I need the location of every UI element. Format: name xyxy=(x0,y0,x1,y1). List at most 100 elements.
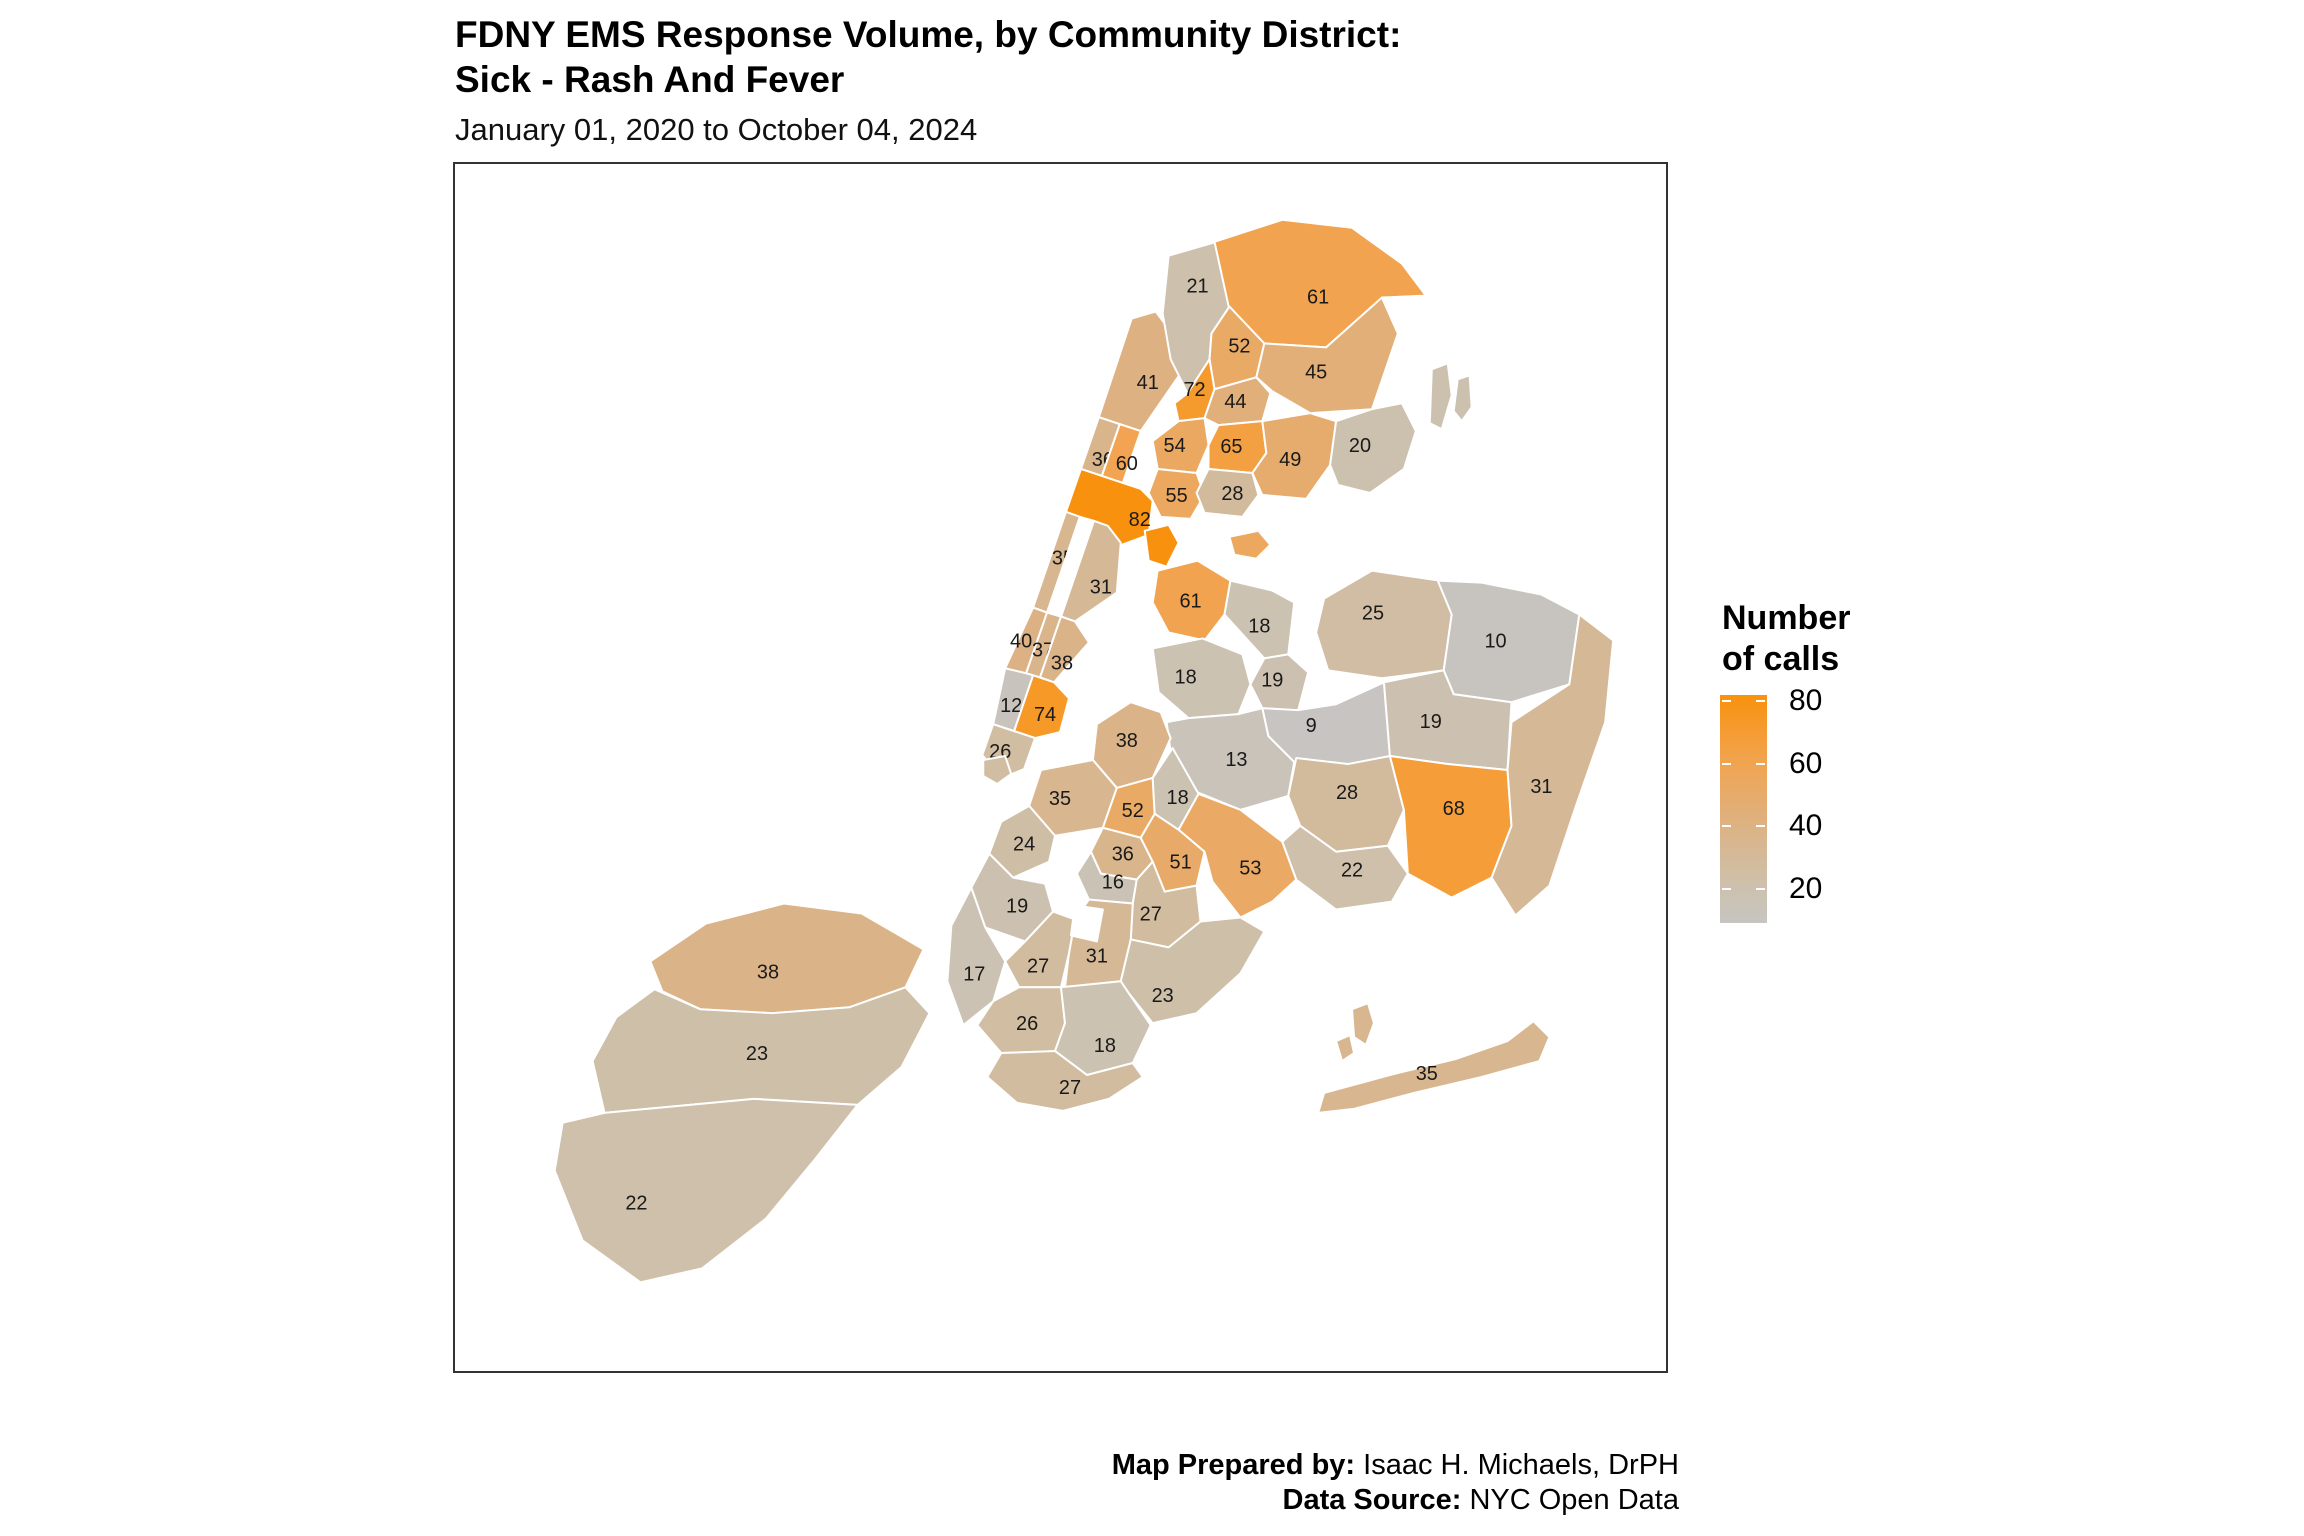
legend-tick-label: 60 xyxy=(1789,746,1823,780)
governors-island xyxy=(982,755,1013,785)
district-value-label: 27 xyxy=(1140,903,1162,925)
legend-tick-label: 40 xyxy=(1789,809,1823,843)
legend-tick-label: 20 xyxy=(1789,871,1823,905)
district-value-label: 20 xyxy=(1349,435,1371,457)
district-queens-35 xyxy=(1317,1020,1551,1114)
district-value-label: 28 xyxy=(1336,782,1358,804)
district-staten-island-22 xyxy=(553,1097,859,1284)
district-value-label: 24 xyxy=(1013,834,1035,856)
footer-source-label: Data Source: xyxy=(1282,1484,1462,1516)
district-value-label: 44 xyxy=(1224,391,1246,413)
district-value-label: 26 xyxy=(1016,1013,1038,1035)
legend-gradient-bar xyxy=(1720,695,1767,923)
district-value-label: 17 xyxy=(963,963,985,985)
district-queens-18 xyxy=(1151,637,1252,720)
district-value-label: 49 xyxy=(1279,449,1301,471)
district-value-label: 72 xyxy=(1183,379,1205,401)
chart-title-line1: FDNY EMS Response Volume, by Community D… xyxy=(455,14,1402,55)
district-value-label: 12 xyxy=(1000,695,1022,717)
chart-subtitle: January 01, 2020 to October 04, 2024 xyxy=(455,112,978,147)
district-value-label: 82 xyxy=(1129,509,1151,531)
district-value-label: 22 xyxy=(625,1193,647,1215)
district-staten-island-23 xyxy=(591,986,931,1114)
district-value-label: 27 xyxy=(1027,955,1049,977)
legend-tick-mark xyxy=(1722,762,1731,765)
district-value-label: 19 xyxy=(1261,669,1283,691)
district-value-label: 27 xyxy=(1059,1077,1081,1099)
legend-tick-mark xyxy=(1722,887,1731,890)
district-value-label: 19 xyxy=(1420,711,1442,733)
district-brooklyn-17 xyxy=(946,886,1007,1027)
district-value-label: 31 xyxy=(1090,577,1112,599)
footer-prepared-label: Map Prepared by: xyxy=(1111,1449,1356,1481)
footer-source-value: NYC Open Data xyxy=(1469,1484,1679,1516)
chart-title-line2: Sick - Rash And Fever xyxy=(455,59,845,100)
legend-tick-mark xyxy=(1756,700,1765,703)
district-value-label: 25 xyxy=(1362,602,1384,624)
district-bronx-55 xyxy=(1147,467,1206,520)
footer-prepared-line: Map Prepared by: Isaac H. Michaels, DrPH xyxy=(1000,1448,1679,1483)
district-value-label: 23 xyxy=(1152,985,1174,1007)
district-value-label: 74 xyxy=(1034,704,1056,726)
district-value-label: 54 xyxy=(1164,435,1186,457)
footer-source-line: Data Source: NYC Open Data xyxy=(1000,1483,1680,1518)
legend-title: Number of calls xyxy=(1722,598,1850,680)
district-value-label: 31 xyxy=(1086,945,1108,967)
district-bronx-49 xyxy=(1251,412,1338,500)
prospect-park xyxy=(1069,904,1104,943)
district-bronx-28 xyxy=(1195,467,1260,518)
hart-island xyxy=(1452,374,1473,423)
district-value-label: 41 xyxy=(1137,372,1159,394)
district-bronx-20 xyxy=(1329,402,1417,494)
district-value-label: 55 xyxy=(1166,485,1188,507)
district-value-label: 18 xyxy=(1094,1035,1116,1057)
footer-credits: Map Prepared by: Isaac H. Michaels, DrPH… xyxy=(1000,1448,1679,1518)
district-value-label: 52 xyxy=(1122,800,1144,822)
district-value-label: 40 xyxy=(1010,630,1032,652)
district-value-label: 21 xyxy=(1186,276,1208,298)
legend-tick-mark xyxy=(1756,762,1765,765)
district-value-label: 13 xyxy=(1225,749,1247,771)
district-value-label: 35 xyxy=(1049,788,1071,810)
district-value-label: 38 xyxy=(757,961,779,983)
legend-tick-mark xyxy=(1722,700,1731,703)
district-value-label: 68 xyxy=(1443,798,1465,820)
district-value-label: 35 xyxy=(1416,1063,1438,1085)
district-manhattan-38 xyxy=(1039,615,1090,684)
broad-channel-south xyxy=(1335,1034,1356,1063)
district-value-label: 52 xyxy=(1228,335,1250,357)
map-panel: 41 36 60 82 35 31 40 37 38 12 74 26 21 61 52 45 72 44 54 65… xyxy=(453,162,1668,1373)
central-park xyxy=(1046,515,1095,618)
district-value-label: 9 xyxy=(1306,715,1317,737)
district-queens-61 xyxy=(1151,559,1232,642)
district-value-label: 10 xyxy=(1484,630,1506,652)
district-brooklyn-27 xyxy=(1004,910,1076,989)
district-value-label: 38 xyxy=(1051,652,1073,674)
rikers-island xyxy=(1228,529,1272,560)
district-value-label: 18 xyxy=(1167,787,1189,809)
chart-title: FDNY EMS Response Volume, by Community D… xyxy=(455,12,1401,102)
district-value-label: 18 xyxy=(1175,666,1197,688)
district-value-label: 38 xyxy=(1116,730,1138,752)
district-value-label: 53 xyxy=(1239,858,1261,880)
district-queens-10 xyxy=(1436,579,1581,704)
district-value-label: 19 xyxy=(1006,896,1028,918)
legend-title-line1: Number xyxy=(1722,599,1851,637)
district-value-label: 45 xyxy=(1305,361,1327,383)
legend-tick-label: 80 xyxy=(1789,684,1823,718)
district-value-label: 23 xyxy=(746,1043,768,1065)
district-value-label: 61 xyxy=(1307,287,1329,309)
district-queens-31 xyxy=(1490,613,1615,917)
broad-channel-north xyxy=(1351,1002,1375,1047)
district-value-label: 31 xyxy=(1530,776,1552,798)
district-value-label: 36 xyxy=(1112,844,1134,866)
district-value-label: 22 xyxy=(1341,860,1363,882)
randalls-island xyxy=(1143,523,1180,568)
district-value-label: 18 xyxy=(1248,615,1270,637)
legend-tick-mark xyxy=(1722,825,1731,828)
city-island xyxy=(1428,362,1453,431)
legend-title-line2: of calls xyxy=(1722,640,1840,678)
district-brooklyn-27 xyxy=(986,1050,1144,1112)
